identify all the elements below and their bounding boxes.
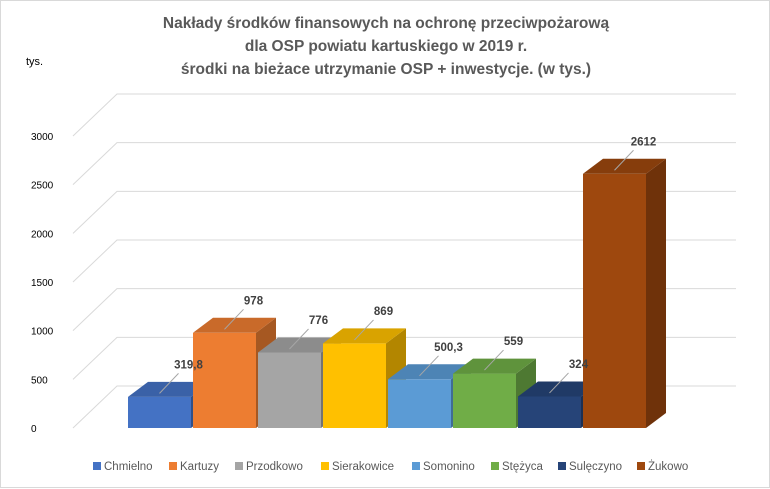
gridline xyxy=(72,288,736,332)
legend-item: Kartuzy xyxy=(169,461,219,473)
legend-swatch xyxy=(93,462,101,470)
legend-label: Żukowo xyxy=(648,460,688,473)
data-label: 776 xyxy=(309,315,328,327)
leader-line xyxy=(354,319,374,341)
leader-line xyxy=(159,373,179,394)
chart-title-line-3: środki na bieżace utrzymanie OSP + inwes… xyxy=(181,61,591,78)
y-tick-label: 1500 xyxy=(31,278,54,289)
data-label: 324 xyxy=(569,359,589,371)
y-tick-label: 1000 xyxy=(31,327,54,338)
legend-label: Przodkowo xyxy=(246,461,303,473)
bar-top-face xyxy=(388,364,471,380)
legend-label: Chmielno xyxy=(104,461,153,473)
data-label: 500,3 xyxy=(434,342,463,354)
legend-item: Przodkowo xyxy=(235,461,303,473)
data-label: 2612 xyxy=(631,136,657,148)
legend-label: Kartuzy xyxy=(180,461,219,473)
legend-swatch xyxy=(558,462,566,470)
legend-label: Somonino xyxy=(423,461,475,473)
data-label: 978 xyxy=(244,295,264,307)
gridline xyxy=(72,93,736,137)
legend-label: Sierakowice xyxy=(332,461,394,473)
legend-swatch xyxy=(637,462,645,470)
y-tick-label: 2000 xyxy=(31,229,54,240)
bar-top-face xyxy=(193,317,276,333)
bar-top-face xyxy=(583,158,666,174)
bar-front-face xyxy=(583,173,646,428)
leader-line xyxy=(419,355,439,377)
leader-line xyxy=(224,308,244,330)
legend-swatch xyxy=(491,462,499,470)
bar-front-face xyxy=(388,379,451,428)
chart-title-line-1: Nakłady środków finansowych na ochronę p… xyxy=(163,15,610,32)
leader-line xyxy=(614,149,634,171)
data-label: 319,8 xyxy=(174,359,203,371)
legend-label: Sulęczyno xyxy=(569,461,622,473)
bar-top-face xyxy=(453,358,536,374)
bar-front-face xyxy=(128,396,191,428)
gridline xyxy=(72,239,736,283)
legend-item: Sulęczyno xyxy=(558,461,622,473)
bar-top-face xyxy=(323,328,406,344)
legend-item: Chmielno xyxy=(93,461,153,473)
bar-front-face xyxy=(518,396,581,428)
y-tick-label: 500 xyxy=(31,375,48,386)
y-axis-unit-label: tys. xyxy=(26,56,43,68)
gridline xyxy=(72,336,736,380)
legend-label: Stężyca xyxy=(502,461,544,473)
data-label: 869 xyxy=(374,306,393,318)
gridline xyxy=(72,190,736,234)
legend-swatch xyxy=(412,462,420,470)
legend-swatch xyxy=(169,462,177,470)
bar-side-face xyxy=(646,158,666,429)
bar-top-face xyxy=(518,381,601,397)
legend-item: Stężyca xyxy=(491,461,544,473)
leader-line xyxy=(289,328,309,350)
leader-line xyxy=(484,349,504,371)
legend-item: Żukowo xyxy=(637,460,688,473)
legend-item: Sierakowice xyxy=(321,461,394,473)
bar-front-face xyxy=(453,373,516,428)
data-label: 559 xyxy=(504,336,523,348)
leader-line xyxy=(549,372,569,394)
bar-front-face xyxy=(258,352,321,428)
bar-front-face xyxy=(193,332,256,428)
legend-swatch xyxy=(321,462,329,470)
gridline xyxy=(72,142,736,186)
bar xyxy=(583,158,666,429)
y-tick-label: 0 xyxy=(31,424,37,435)
y-tick-label: 3000 xyxy=(31,132,54,143)
bar-top-face xyxy=(128,381,211,397)
bar-front-face xyxy=(323,343,386,428)
chart-title-line-2: dla OSP powiatu kartuskiego w 2019 r. xyxy=(245,38,527,55)
bar-top-face xyxy=(258,337,341,353)
legend-item: Somonino xyxy=(412,461,475,473)
y-tick-label: 2500 xyxy=(31,181,54,192)
legend-swatch xyxy=(235,462,243,470)
